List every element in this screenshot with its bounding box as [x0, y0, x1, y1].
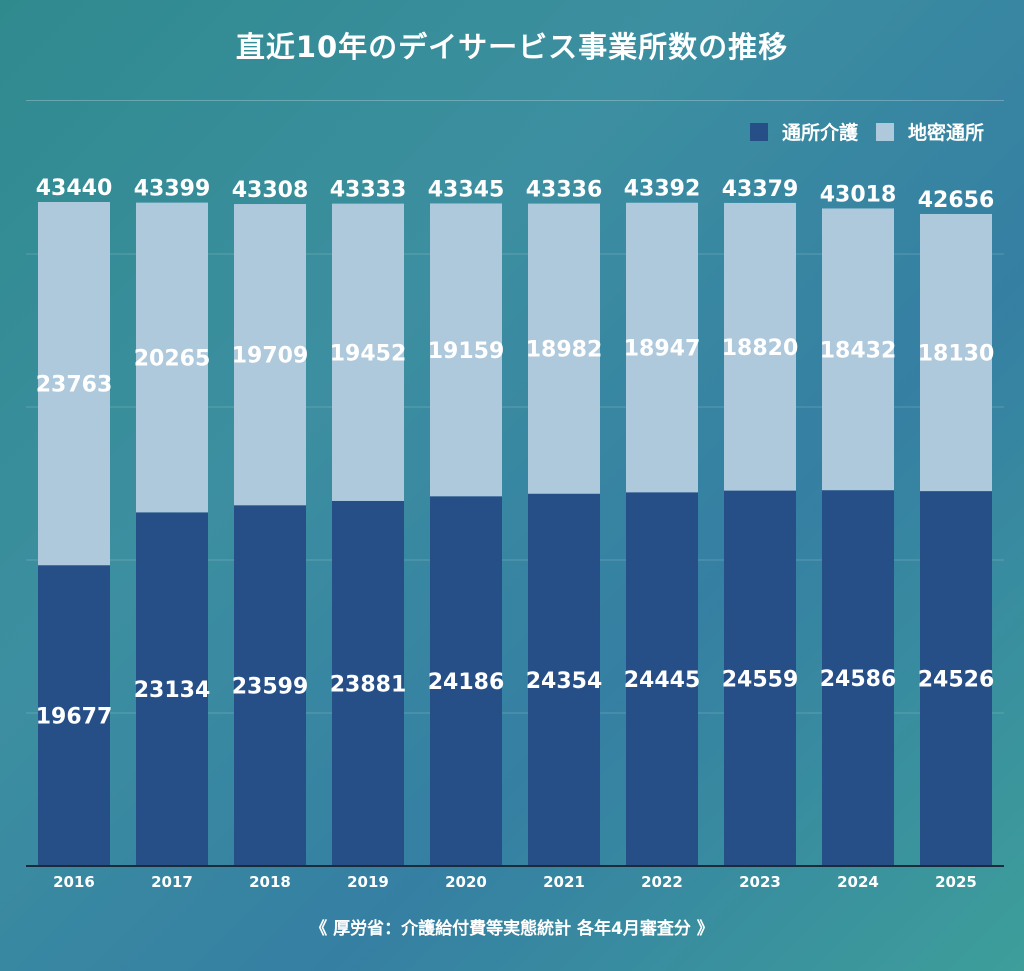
value-label-tsusho-2022: 24445 — [624, 668, 701, 693]
total-label-2023: 43379 — [722, 177, 799, 202]
value-label-tsusho-2021: 24354 — [526, 669, 603, 694]
value-label-tsusho-2016: 19677 — [36, 705, 113, 730]
value-label-chiiki-2025: 18130 — [918, 342, 995, 367]
bar-tsusho-2020 — [430, 496, 502, 866]
total-label-2025: 42656 — [918, 188, 995, 213]
bar-chiiki-2019 — [332, 203, 404, 501]
bar-tsusho-2018 — [234, 505, 306, 866]
value-label-tsusho-2017: 23134 — [134, 678, 211, 703]
value-label-chiiki-2020: 19159 — [428, 339, 505, 364]
x-tick-label-2024: 2024 — [837, 873, 879, 891]
value-label-tsusho-2024: 24586 — [820, 667, 897, 692]
bar-tsusho-2022 — [626, 492, 698, 866]
bar-tsusho-2019 — [332, 500, 404, 866]
x-tick-label-2021: 2021 — [543, 873, 585, 891]
total-label-2019: 43333 — [330, 178, 407, 203]
bar-chiiki-2023 — [724, 202, 796, 491]
bar-tsusho-2024 — [822, 490, 894, 866]
title-divider — [26, 100, 1004, 101]
total-label-2018: 43308 — [232, 178, 309, 203]
total-label-2017: 43399 — [134, 177, 211, 202]
source-note: 《 厚労省：介護給付費等実態統計 各年4月審査分 》 — [310, 919, 714, 939]
value-label-chiiki-2021: 18982 — [526, 338, 603, 363]
total-label-2021: 43336 — [526, 178, 603, 203]
bar-chiiki-2020 — [430, 203, 502, 497]
bar-chiiki-2017 — [136, 202, 208, 513]
legend-swatch-chiiki — [875, 122, 894, 141]
bar-tsusho-2025 — [920, 491, 992, 866]
x-tick-label-2016: 2016 — [53, 873, 95, 891]
x-tick-label-2022: 2022 — [641, 873, 683, 891]
chart-title: 直近10年のデイサービス事業所数の推移 — [235, 30, 789, 64]
legend-item-tsusho: 通所介護 — [749, 118, 858, 145]
bar-chiiki-2024 — [822, 208, 894, 491]
total-label-2020: 43345 — [428, 177, 505, 202]
value-label-chiiki-2018: 19709 — [232, 344, 309, 369]
value-label-chiiki-2016: 23763 — [36, 373, 113, 398]
legend-label-chiiki: 地密通所 — [907, 122, 984, 144]
bar-chiiki-2022 — [626, 202, 698, 493]
bar-tsusho-2016 — [38, 565, 110, 866]
total-label-2022: 43392 — [624, 177, 701, 202]
bar-chiiki-2018 — [234, 204, 306, 506]
value-label-tsusho-2023: 24559 — [722, 667, 799, 692]
value-label-chiiki-2022: 18947 — [624, 337, 701, 362]
x-tick-label-2023: 2023 — [739, 873, 781, 891]
value-label-chiiki-2024: 18432 — [820, 338, 897, 363]
legend: 通所介護 地密通所 — [749, 118, 984, 145]
value-label-tsusho-2020: 24186 — [428, 670, 505, 695]
bar-chiiki-2016 — [38, 202, 110, 566]
legend-item-chiiki: 地密通所 — [875, 118, 984, 145]
bar-tsusho-2023 — [724, 490, 796, 866]
total-label-2024: 43018 — [820, 182, 897, 207]
value-label-tsusho-2019: 23881 — [330, 672, 407, 697]
x-tick-label-2018: 2018 — [249, 873, 291, 891]
x-tick-label-2025: 2025 — [935, 873, 977, 891]
value-label-chiiki-2017: 20265 — [134, 347, 211, 372]
bar-chiiki-2021 — [528, 203, 600, 494]
value-label-tsusho-2025: 24526 — [918, 668, 995, 693]
legend-swatch-tsusho — [749, 122, 768, 141]
x-tick-label-2019: 2019 — [347, 873, 389, 891]
total-label-2016: 43440 — [36, 176, 113, 201]
x-tick-label-2020: 2020 — [445, 873, 487, 891]
value-label-chiiki-2019: 19452 — [330, 341, 407, 366]
bar-tsusho-2017 — [136, 512, 208, 866]
bar-tsusho-2021 — [528, 493, 600, 866]
value-label-chiiki-2023: 18820 — [722, 336, 799, 361]
x-tick-label-2017: 2017 — [151, 873, 193, 891]
legend-label-tsusho: 通所介護 — [781, 122, 858, 144]
bar-chiiki-2025 — [920, 213, 992, 492]
value-label-tsusho-2018: 23599 — [232, 675, 309, 700]
